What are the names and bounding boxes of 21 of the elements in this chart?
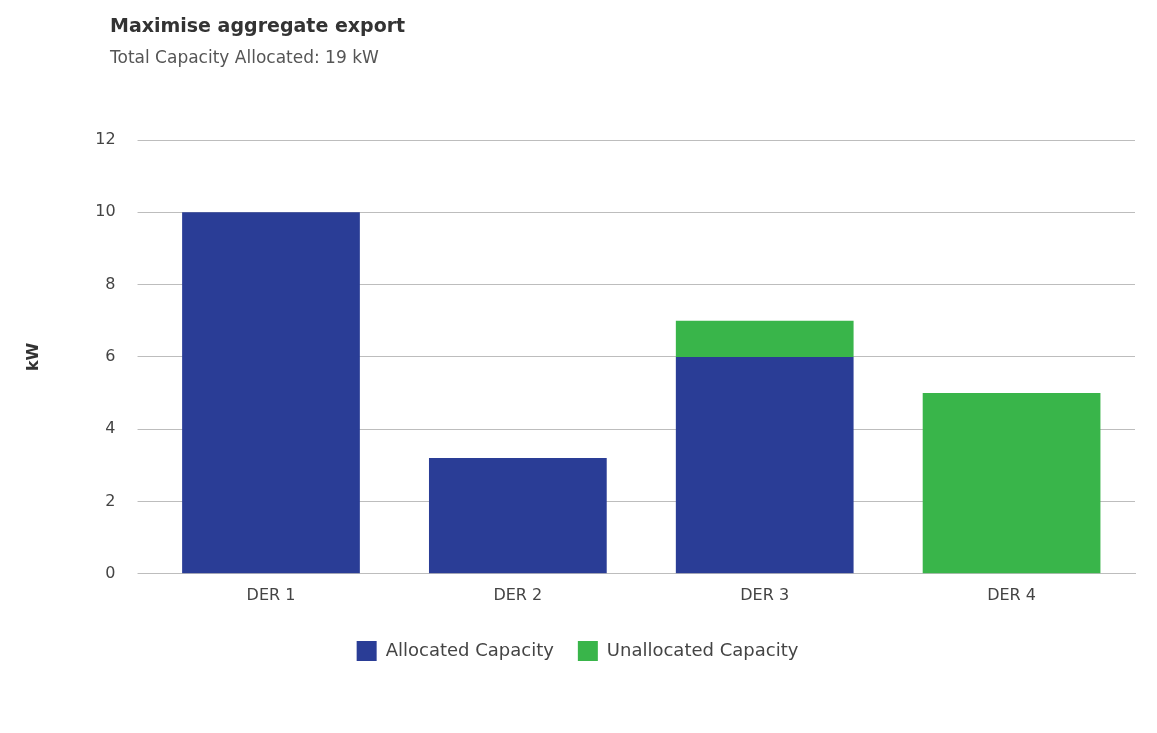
chart-subtitle: Total Capacity Allocated: 19 kW [110, 47, 379, 67]
chart-title: Maximise aggregate export [110, 14, 406, 36]
bar [428, 458, 607, 574]
x-tick-label: DER 1 [246, 584, 296, 604]
y-tick-label: 8 [105, 273, 116, 293]
bar [922, 393, 1101, 574]
y-tick-label: 2 [105, 490, 116, 510]
x-tick-label: DER 4 [987, 584, 1036, 604]
bar [675, 320, 854, 357]
y-tick-label: 0 [105, 562, 116, 582]
legend-label: Allocated Capacity [385, 638, 555, 660]
x-tick-label: DER 3 [740, 584, 790, 604]
bar [675, 356, 854, 574]
y-tick-label: 10 [95, 201, 116, 221]
x-tick-label: DER 2 [493, 584, 543, 604]
bar [182, 212, 360, 574]
y-tick-label: 6 [105, 346, 116, 366]
legend-label: Unallocated Capacity [606, 638, 799, 660]
y-tick-label: 12 [95, 129, 116, 149]
y-axis-title: kW [22, 342, 42, 372]
y-tick-label: 4 [105, 418, 116, 438]
